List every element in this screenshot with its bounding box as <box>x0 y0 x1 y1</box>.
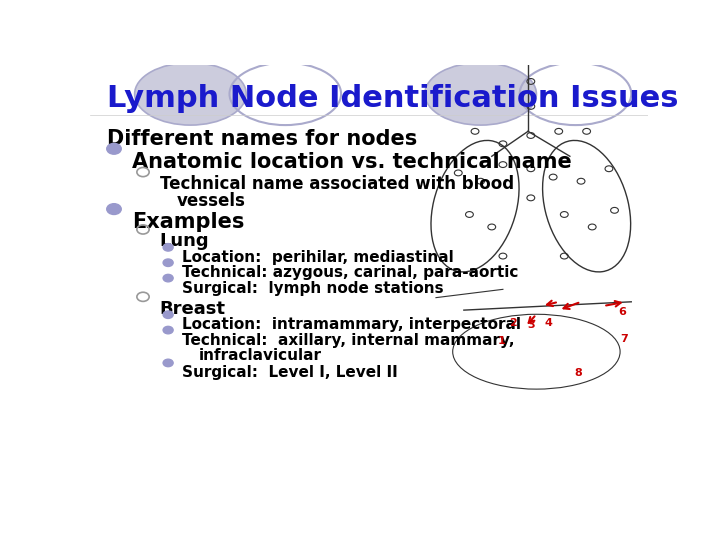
Text: infraclavicular: infraclavicular <box>199 348 322 363</box>
Text: 8: 8 <box>575 368 582 379</box>
Circle shape <box>163 311 173 319</box>
Circle shape <box>163 359 173 367</box>
Text: Examples: Examples <box>132 212 244 232</box>
Ellipse shape <box>425 63 536 125</box>
Ellipse shape <box>135 63 246 125</box>
Circle shape <box>107 204 121 214</box>
Circle shape <box>163 274 173 282</box>
Circle shape <box>163 244 173 251</box>
Text: Technical:  axillary, internal mammary,: Technical: axillary, internal mammary, <box>182 333 515 348</box>
Text: Surgical:  lymph node stations: Surgical: lymph node stations <box>182 281 444 295</box>
Text: Lymph Node Identification Issues: Lymph Node Identification Issues <box>107 84 678 112</box>
Text: Technical: azygous, carinal, para-aortic: Technical: azygous, carinal, para-aortic <box>182 265 518 280</box>
Text: Lung: Lung <box>160 232 210 251</box>
Text: 6: 6 <box>618 307 626 317</box>
Text: 1: 1 <box>498 336 505 346</box>
Circle shape <box>163 259 173 266</box>
Text: Different names for nodes: Different names for nodes <box>107 129 417 149</box>
Text: Anatomic location vs. technical name: Anatomic location vs. technical name <box>132 152 572 172</box>
Text: 2: 2 <box>509 319 517 328</box>
Text: Location:  perihilar, mediastinal: Location: perihilar, mediastinal <box>182 250 454 265</box>
Text: Location:  intramammary, interpectoral: Location: intramammary, interpectoral <box>182 317 521 332</box>
Text: 3: 3 <box>527 320 535 330</box>
Text: Technical name associated with blood: Technical name associated with blood <box>160 175 514 193</box>
Circle shape <box>107 144 121 154</box>
Text: vessels: vessels <box>176 192 246 210</box>
Text: 4: 4 <box>545 319 553 328</box>
Text: 7: 7 <box>621 334 629 344</box>
Text: Breast: Breast <box>160 300 226 318</box>
Text: Surgical:  Level I, Level II: Surgical: Level I, Level II <box>182 366 398 380</box>
Circle shape <box>163 326 173 334</box>
